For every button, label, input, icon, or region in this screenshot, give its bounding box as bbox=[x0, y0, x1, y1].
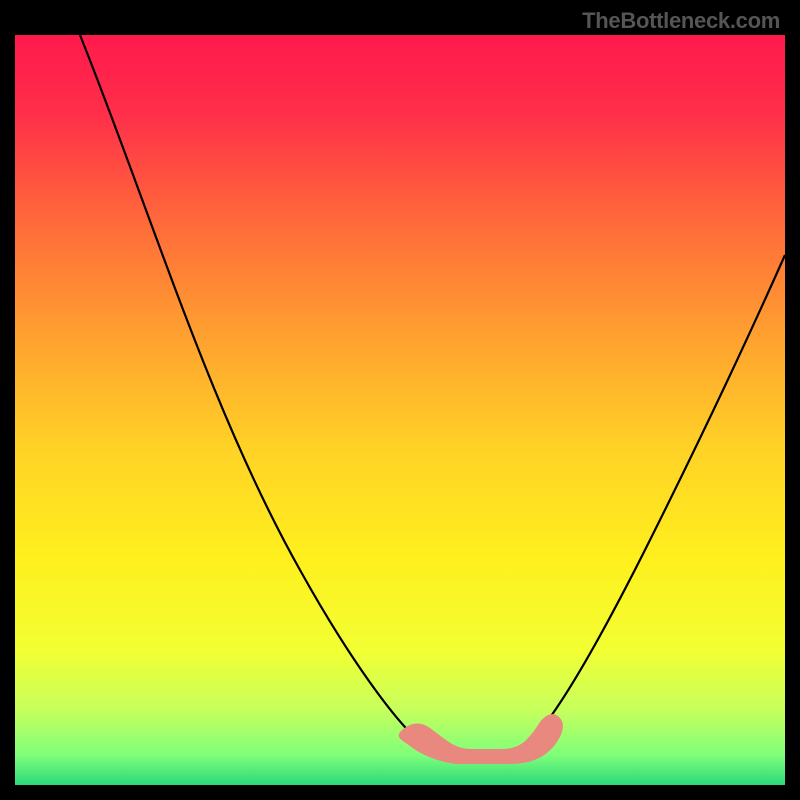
watermark-text: TheBottleneck.com bbox=[582, 8, 780, 34]
bottleneck-chart bbox=[0, 0, 800, 800]
chart-background-gradient bbox=[15, 35, 785, 785]
chart-frame: TheBottleneck.com bbox=[0, 0, 800, 800]
